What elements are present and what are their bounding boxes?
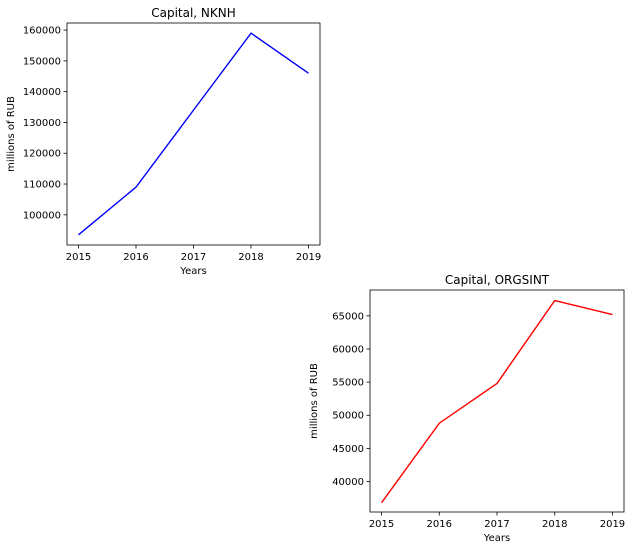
plot-frame: [369, 289, 625, 513]
plot-frame: [66, 22, 321, 246]
y-axis-label: millions of RUB: [309, 363, 320, 439]
x-tick-label: 2015: [66, 252, 91, 263]
y-tick-label: 65000: [332, 311, 364, 322]
x-axis-label: Years: [483, 533, 510, 544]
series-line: [78, 32, 309, 236]
y-tick-label: 60000: [332, 344, 364, 355]
x-axis-label: Years: [179, 266, 206, 277]
y-tick-label: 100000: [23, 210, 61, 221]
y-tick-label: 130000: [23, 118, 61, 129]
series-line: [380, 299, 613, 504]
x-tick-label: 2019: [296, 252, 321, 263]
x-tick-label: 2017: [484, 519, 509, 530]
y-tick-label: 140000: [23, 87, 61, 98]
x-tick-label: 2019: [600, 519, 625, 530]
x-tick-label: 2017: [181, 252, 206, 263]
y-tick-label: 150000: [23, 56, 61, 67]
y-tick-label: 110000: [23, 180, 61, 191]
y-axis-label: millions of RUB: [6, 96, 17, 172]
y-tick-label: 45000: [332, 444, 364, 455]
y-tick-label: 50000: [332, 411, 364, 422]
chart-title: Capital, NKNH: [151, 6, 236, 20]
x-tick-label: 2016: [427, 519, 452, 530]
x-tick-label: 2015: [369, 519, 394, 530]
x-tick-label: 2016: [123, 252, 148, 263]
x-tick-label: 2018: [238, 252, 263, 263]
chart-capital-orgsint: Capital, ORGSINT 2015 2016 2017 2018 2019 4000…: [309, 273, 625, 544]
x-tick-label: 2018: [542, 519, 567, 530]
chart-capital-nknh: Capital, NKNH 2015 2016 2017 2018 2019 100000 1…: [6, 6, 321, 277]
y-tick-label: 55000: [332, 378, 364, 389]
chart-title: Capital, ORGSINT: [445, 273, 550, 287]
y-tick-label: 120000: [23, 149, 61, 160]
y-tick-label: 160000: [23, 26, 61, 37]
y-tick-label: 40000: [332, 477, 364, 488]
